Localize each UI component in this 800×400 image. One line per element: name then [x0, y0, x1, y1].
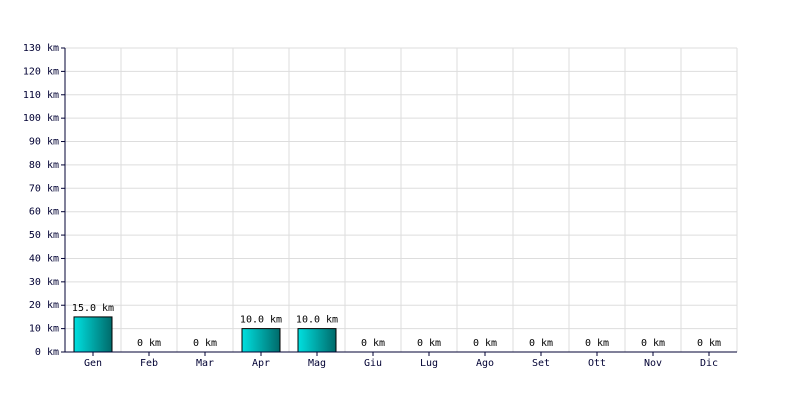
x-tick-label: Lug — [420, 358, 438, 369]
value-label: 0 km — [641, 338, 665, 349]
y-tick-label: 0 km — [35, 347, 59, 358]
x-tick-label: Apr — [252, 358, 270, 369]
y-tick-label: 40 km — [29, 253, 59, 264]
x-tick-label: Giu — [364, 358, 382, 369]
value-label: 10.0 km — [296, 315, 338, 326]
bar — [241, 328, 281, 353]
y-tick-label: 20 km — [29, 300, 59, 311]
bar — [297, 328, 337, 353]
value-label: 15.0 km — [72, 303, 114, 314]
value-label: 0 km — [417, 338, 441, 349]
bar — [73, 316, 113, 353]
value-label: 10.0 km — [240, 315, 282, 326]
x-tick-label: Mag — [308, 358, 326, 369]
value-label: 0 km — [473, 338, 497, 349]
y-tick-label: 130 km — [23, 43, 59, 54]
x-tick-label: Ott — [588, 358, 606, 369]
x-tick-label: Ago — [476, 358, 494, 369]
value-label: 0 km — [529, 338, 553, 349]
y-tick-label: 120 km — [23, 66, 59, 77]
x-tick-label: Nov — [644, 358, 662, 369]
x-tick-label: Gen — [84, 358, 102, 369]
value-label: 0 km — [585, 338, 609, 349]
y-tick-label: 90 km — [29, 137, 59, 148]
y-tick-label: 110 km — [23, 90, 59, 101]
y-tick-label: 80 km — [29, 160, 59, 171]
x-tick-label: Set — [532, 358, 550, 369]
value-label: 0 km — [137, 338, 161, 349]
x-tick-label: Feb — [140, 358, 158, 369]
x-tick-label: Mar — [196, 358, 214, 369]
y-tick-label: 70 km — [29, 183, 59, 194]
value-label: 0 km — [361, 338, 385, 349]
value-label: 0 km — [193, 338, 217, 349]
y-tick-label: 100 km — [23, 113, 59, 124]
x-tick-label: Dic — [700, 358, 718, 369]
y-tick-label: 10 km — [29, 324, 59, 335]
y-tick-label: 50 km — [29, 230, 59, 241]
value-label: 0 km — [697, 338, 721, 349]
y-tick-label: 30 km — [29, 277, 59, 288]
y-tick-label: 60 km — [29, 207, 59, 218]
